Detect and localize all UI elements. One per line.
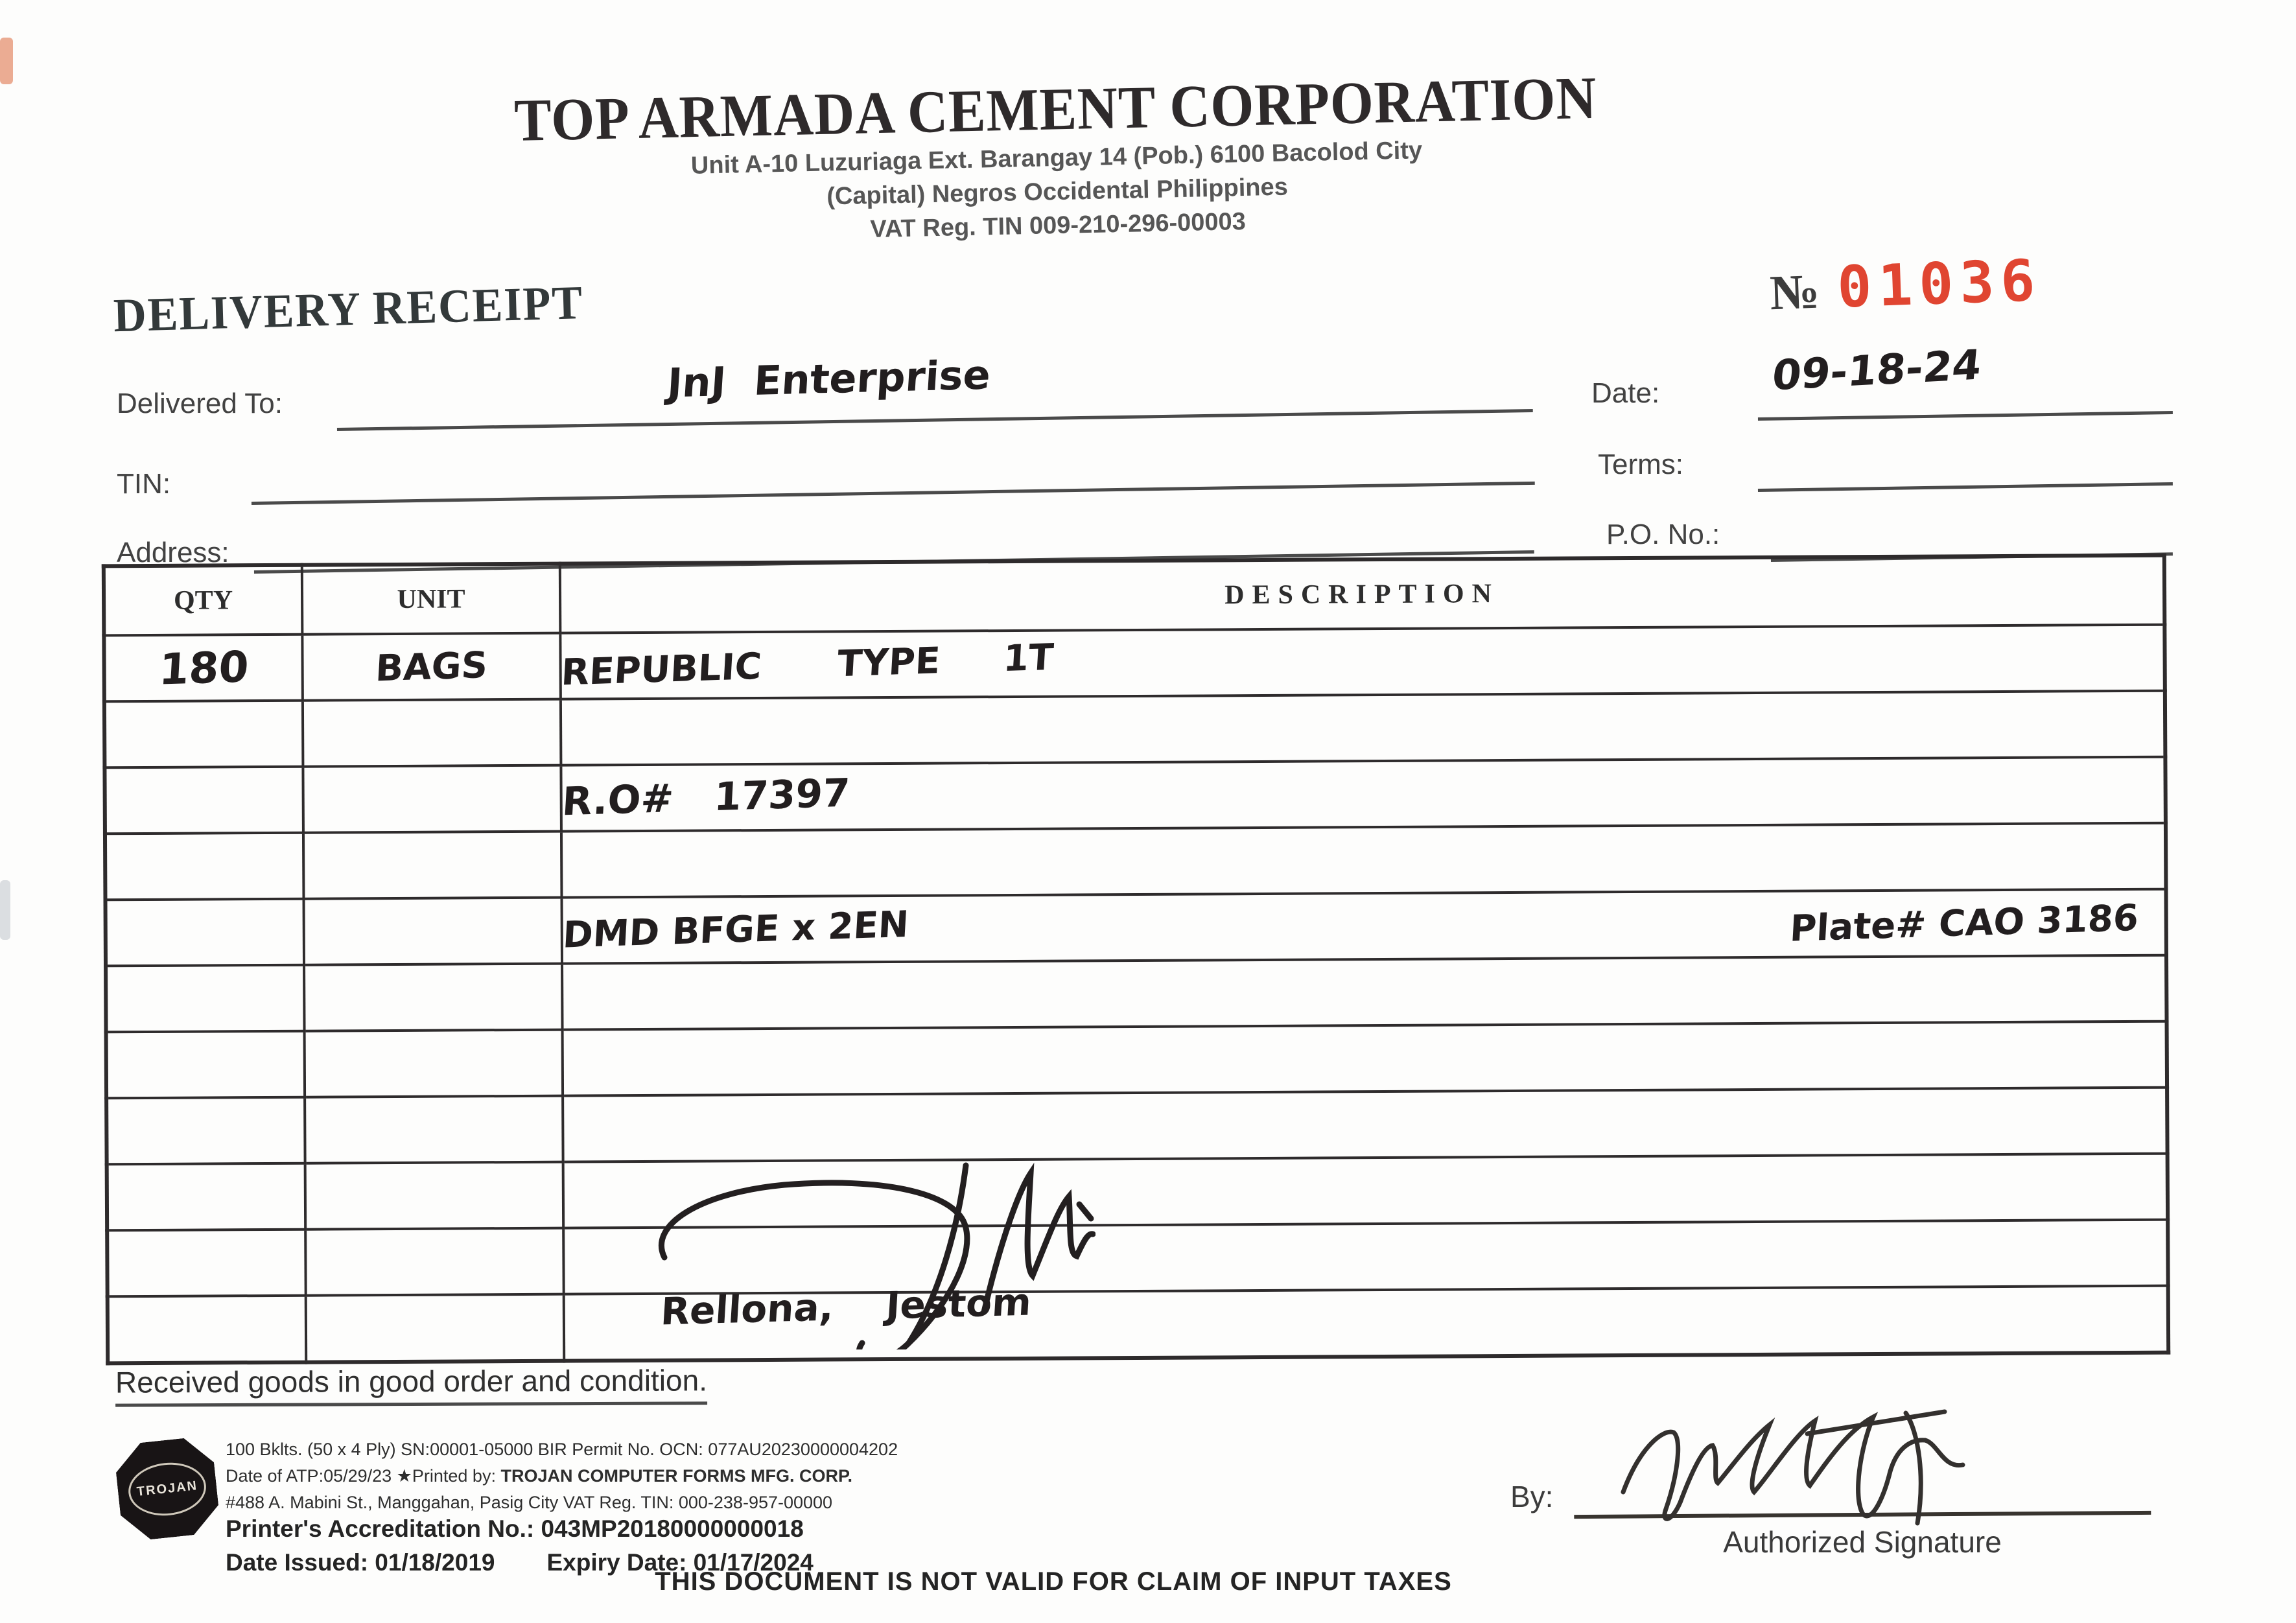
terms-label: Terms: [1598, 449, 1683, 480]
table-row: DMD BFGE x 2EN Plate# CAO 3186 [105, 889, 2166, 966]
terms-line [1757, 425, 2173, 492]
tin-label: TIN: [117, 468, 171, 500]
trojan-stamp-label: TROJAN [126, 1458, 209, 1519]
items-table: QTY UNIT DESCRIPTION 180 BAGS REPUBLIC T… [101, 553, 2171, 1366]
fineprint-line2: Date of ATP:05/29/23 ★Printed by: TROJAN… [226, 1463, 898, 1489]
printer-accreditation: Printer's Accreditation No.: 043MP201800… [226, 1515, 804, 1542]
fineprint-line2-printer: TROJAN COMPUTER FORMS MFG. CORP. [500, 1466, 852, 1486]
date-issued: Date Issued: 01/18/2019 [226, 1549, 495, 1576]
po-no-label: P.O. No.: [1606, 519, 1720, 550]
qty-header: QTY [103, 565, 303, 636]
items-header-row: QTY UNIT DESCRIPTION [103, 555, 2165, 636]
description-note: Plate# CAO 3186 [1788, 896, 2140, 950]
address-label: Address: [117, 537, 229, 568]
description-value: DMD BFGE x 2EN [561, 903, 910, 957]
receipt-number: № 01036 [1768, 247, 2043, 323]
trojan-printer-stamp: TROJAN [113, 1435, 222, 1542]
description-header: DESCRIPTION [559, 555, 2165, 633]
qty-value: 180 [157, 641, 250, 695]
authorized-signature-line [1573, 1453, 2151, 1519]
company-header: TOP ARMADA CEMENT CORPORATION Unit A-10 … [0, 54, 2114, 264]
po-no-line [1770, 496, 2173, 562]
by-label: By: [1510, 1480, 1554, 1513]
table-row [104, 690, 2166, 768]
unit-value: BAGS [374, 644, 489, 690]
printer-fineprint: 100 Bklts. (50 x 4 Ply) SN:00001-05000 B… [226, 1436, 898, 1516]
fineprint-line1: 100 Bklts. (50 x 4 Ply) SN:00001-05000 B… [226, 1440, 898, 1459]
table-row [106, 1087, 2168, 1165]
table-row [106, 1153, 2168, 1231]
receipt-number-value: 01036 [1836, 246, 2043, 321]
table-row [104, 823, 2166, 900]
tin-line [250, 425, 1535, 505]
issue-expiry-dates: Date Issued: 01/18/2019 Expiry Date: 01/1… [226, 1549, 814, 1576]
fineprint-line2-prefix: Date of ATP:05/29/23 ★Printed by: [226, 1466, 501, 1486]
received-note: Received goods in good order and conditi… [115, 1362, 708, 1407]
unit-header: UNIT [301, 563, 561, 635]
delivered-to-value: JnJ Enterprise [666, 351, 992, 407]
description-value: REPUBLIC TYPE 1T [560, 636, 1055, 694]
scan-mark-red [0, 38, 13, 84]
scan-mark-gray [0, 880, 10, 940]
table-row: 180 BAGS REPUBLIC TYPE 1T [104, 624, 2165, 702]
table-row [107, 1219, 2168, 1297]
date-label: Date: [1591, 377, 1660, 409]
table-row [106, 955, 2167, 1033]
numero-symbol: № [1768, 264, 1821, 321]
fineprint-line3: #488 A. Mabini St., Manggahan, Pasig Cit… [226, 1493, 833, 1512]
authorized-signature-label: Authorized Signature [1723, 1525, 2002, 1559]
description-value: R.O# 17397 [561, 770, 851, 825]
validity-note: THIS DOCUMENT IS NOT VALID FOR CLAIM OF … [655, 1567, 1452, 1596]
delivered-to-label: Delivered To: [117, 388, 283, 419]
document-title: DELIVERY RECEIPT [112, 276, 585, 343]
table-row [106, 1021, 2168, 1099]
expiry-date: Expiry Date: 01/17/2024 [546, 1549, 814, 1576]
table-row: R.O# 17397 [104, 756, 2166, 834]
table-row [107, 1285, 2169, 1364]
